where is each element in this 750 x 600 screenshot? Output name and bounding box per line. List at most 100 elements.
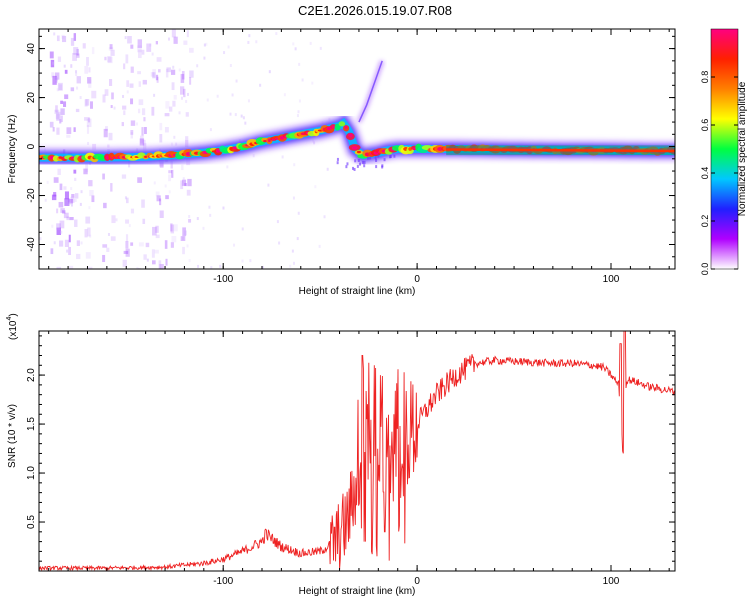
noise-speck bbox=[70, 187, 73, 191]
noise-speck bbox=[186, 189, 191, 196]
noise-speck bbox=[180, 180, 184, 190]
noise-speck bbox=[59, 220, 65, 229]
y-tick-label: 1.5 bbox=[26, 417, 37, 431]
noise-speck bbox=[110, 236, 116, 241]
snr-exponent-base: (x10 bbox=[8, 320, 19, 340]
noise-speck bbox=[267, 183, 270, 187]
x-tick-label: 0 bbox=[414, 576, 420, 587]
noise-speck bbox=[83, 168, 88, 175]
ridge-spray bbox=[357, 158, 360, 162]
noise-speck bbox=[293, 163, 296, 167]
noise-speck bbox=[56, 208, 59, 214]
noise-speck bbox=[275, 32, 278, 36]
noise-speck bbox=[56, 88, 59, 92]
noise-speck bbox=[64, 94, 69, 100]
noise-speck bbox=[137, 45, 142, 53]
noise-speck bbox=[259, 83, 262, 87]
noise-speck bbox=[142, 139, 146, 146]
snr-frame bbox=[38, 330, 676, 572]
noise-speck bbox=[54, 72, 60, 80]
noise-speck bbox=[171, 29, 176, 38]
noise-speck bbox=[144, 127, 147, 135]
noise-speck bbox=[124, 196, 127, 200]
noise-speck bbox=[102, 244, 108, 248]
noise-speck bbox=[188, 218, 192, 223]
noise-speck bbox=[189, 70, 194, 78]
noise-speck bbox=[73, 127, 76, 132]
noise-speck bbox=[197, 264, 200, 268]
ridge-spray bbox=[383, 158, 386, 162]
noise-speck bbox=[292, 196, 295, 200]
svg-text:(x104): (x104) bbox=[6, 313, 19, 340]
snr-line bbox=[39, 331, 675, 571]
noise-speck bbox=[125, 234, 129, 242]
noise-speck bbox=[173, 224, 178, 232]
noise-speck bbox=[62, 210, 66, 214]
noise-speck bbox=[186, 92, 189, 96]
noise-speck bbox=[102, 254, 106, 263]
colorbar-tick-label: 0.2 bbox=[700, 215, 710, 228]
noise-speck bbox=[125, 241, 129, 249]
noise-speck bbox=[301, 78, 304, 82]
noise-speck bbox=[102, 94, 106, 103]
noise-speck bbox=[126, 90, 129, 94]
spectrogram-panel: -100 0 100 -40 -20 0 20 40 Height of straight l… bbox=[7, 28, 676, 297]
noise-speck bbox=[76, 86, 79, 90]
noise-speck bbox=[56, 35, 60, 42]
noise-speck bbox=[111, 92, 114, 100]
noise-speck bbox=[64, 239, 70, 248]
snr-panel: -100 0 100 0.5 1.0 1.5 2.0 Height of straight … bbox=[6, 313, 676, 597]
noise-speck bbox=[138, 49, 142, 59]
noise-speck bbox=[52, 61, 55, 65]
noise-speck bbox=[69, 265, 74, 269]
ridge-spray bbox=[352, 166, 355, 170]
noise-speck bbox=[181, 267, 185, 269]
noise-speck bbox=[53, 177, 59, 183]
ridge-spray bbox=[375, 158, 378, 162]
noise-speck bbox=[138, 81, 141, 87]
noise-speck bbox=[51, 72, 55, 78]
noise-speck bbox=[79, 202, 82, 206]
noise-speck bbox=[289, 264, 292, 268]
y-tick-label: 0 bbox=[26, 143, 37, 149]
figure-title: C2E1.2026.015.19.07.R08 bbox=[298, 3, 452, 18]
noise-speck bbox=[202, 226, 205, 230]
ridge-spray bbox=[359, 162, 362, 166]
colorbar-tick-label: 0.4 bbox=[700, 167, 710, 180]
noise-speck bbox=[196, 64, 199, 68]
ridge-spray bbox=[346, 162, 349, 166]
ridge-core bbox=[412, 147, 417, 151]
noise-speck bbox=[80, 241, 83, 245]
noise-speck bbox=[54, 109, 60, 114]
ridge-spray bbox=[363, 164, 366, 168]
noise-speck bbox=[54, 76, 58, 81]
noise-speck bbox=[159, 210, 164, 218]
noise-speck bbox=[219, 264, 222, 268]
noise-speck bbox=[107, 56, 113, 64]
noise-speck bbox=[110, 183, 113, 192]
noise-speck bbox=[115, 218, 118, 222]
noise-speck bbox=[165, 68, 169, 78]
ridge-spray bbox=[369, 156, 372, 160]
noise-speck bbox=[170, 224, 175, 234]
noise-speck bbox=[150, 72, 155, 77]
noise-speck bbox=[165, 258, 168, 266]
noise-speck bbox=[130, 98, 134, 105]
noise-speck bbox=[241, 227, 244, 231]
noise-speck bbox=[66, 249, 69, 253]
ridge-spray bbox=[336, 161, 339, 165]
noise-speck bbox=[155, 225, 159, 233]
noise-speck bbox=[146, 43, 152, 52]
noise-speck bbox=[108, 47, 114, 51]
noise-speck bbox=[268, 70, 271, 74]
noise-speck bbox=[296, 114, 299, 118]
ridge-spray bbox=[336, 157, 339, 161]
noise-speck bbox=[64, 191, 70, 199]
x-tick-label: -100 bbox=[213, 274, 233, 285]
noise-speck bbox=[130, 132, 133, 139]
noise-speck bbox=[159, 198, 162, 206]
noise-speck bbox=[46, 180, 49, 184]
noise-speck bbox=[90, 101, 93, 109]
noise-speck bbox=[84, 99, 88, 107]
